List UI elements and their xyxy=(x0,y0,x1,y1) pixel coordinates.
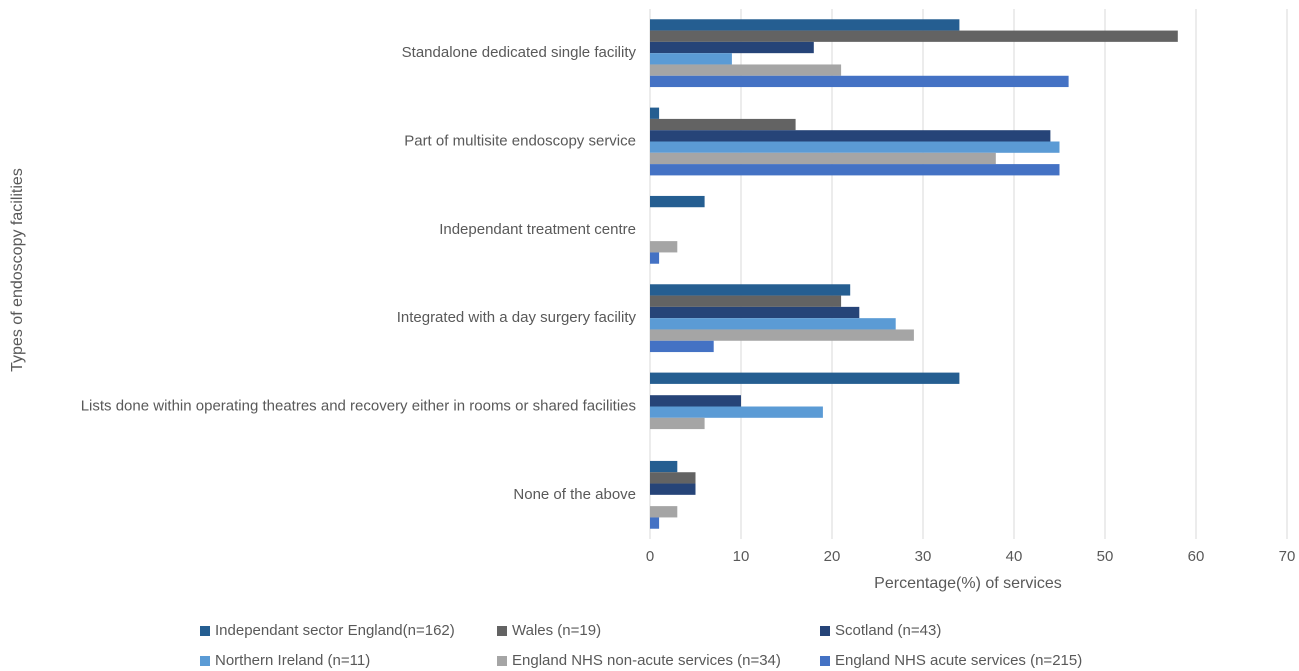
y-tick-label: Part of multisite endoscopy service xyxy=(404,132,636,149)
bar xyxy=(650,107,660,119)
legend-swatch xyxy=(497,626,507,636)
bar xyxy=(650,118,796,131)
bar xyxy=(650,30,1178,42)
bar xyxy=(650,130,1051,142)
bar xyxy=(650,472,696,484)
legend-label: Wales (n=19) xyxy=(512,622,601,639)
legend-label: Scotland (n=43) xyxy=(835,622,941,639)
bar xyxy=(650,329,914,341)
bar xyxy=(650,306,860,319)
y-tick-label: Independant treatment centre xyxy=(439,221,636,238)
bar xyxy=(650,295,842,307)
bar xyxy=(650,340,714,353)
legend-swatch xyxy=(820,626,830,636)
x-tick-label: 60 xyxy=(1188,548,1205,565)
bar xyxy=(650,164,1060,176)
bar xyxy=(650,41,814,54)
legend-swatch xyxy=(200,656,210,666)
bar xyxy=(650,417,705,430)
bar xyxy=(650,395,741,407)
legend-label: England NHS acute services (n=215) xyxy=(835,652,1082,669)
bar xyxy=(650,318,896,330)
x-tick-label: 70 xyxy=(1279,548,1296,565)
y-tick-label: Integrated with a day surgery facility xyxy=(397,309,637,326)
y-tick-label: None of the above xyxy=(513,486,636,503)
bar xyxy=(650,241,678,253)
bar xyxy=(650,252,660,264)
x-tick-label: 0 xyxy=(646,548,654,565)
x-tick-label: 30 xyxy=(915,548,932,565)
x-axis-label: Percentage(%) of services xyxy=(874,575,1062,592)
bar xyxy=(650,284,851,296)
bar xyxy=(650,53,732,65)
bar xyxy=(650,372,960,384)
bar xyxy=(650,141,1060,153)
x-tick-label: 50 xyxy=(1097,548,1114,565)
bar xyxy=(650,152,996,165)
bar xyxy=(650,517,660,529)
legend-swatch xyxy=(497,656,507,666)
y-tick-label: Standalone dedicated single facility xyxy=(402,44,637,61)
legend-swatch xyxy=(200,626,210,636)
bar xyxy=(650,19,960,31)
bar xyxy=(650,483,696,495)
legend-swatch xyxy=(820,656,830,666)
legend-label: Independant sector England(n=162) xyxy=(215,622,455,639)
bar xyxy=(650,460,678,473)
bar xyxy=(650,406,823,418)
x-tick-label: 20 xyxy=(824,548,841,565)
bar xyxy=(650,64,842,76)
bar xyxy=(650,195,705,208)
y-axis-label: Types of endoscopy facilities xyxy=(9,168,26,372)
y-tick-label: Lists done within operating theatres and… xyxy=(81,397,636,414)
bar xyxy=(650,75,1069,88)
x-tick-label: 40 xyxy=(1006,548,1023,565)
x-tick-label: 10 xyxy=(733,548,750,565)
legend-label: England NHS non-acute services (n=34) xyxy=(512,652,781,669)
legend-label: Northern Ireland (n=11) xyxy=(215,652,370,669)
bar xyxy=(650,506,678,518)
